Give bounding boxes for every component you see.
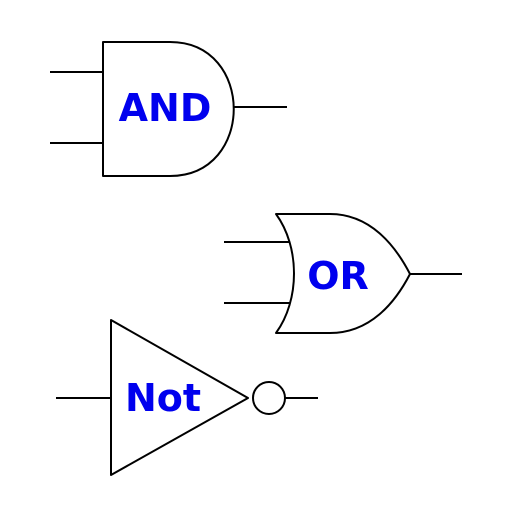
and-gate: AND [50,41,287,177]
or-gate-body [275,213,411,334]
and-gate-label: AND [119,86,212,130]
not-inversion-bubble [252,381,286,415]
and-gate-body [102,41,235,177]
or-gate: OR [224,213,462,334]
not-gate-label: Not [125,376,201,420]
or-gate-label: OR [307,254,369,298]
not-gate-body [110,319,249,476]
not-gate: Not [56,319,318,476]
